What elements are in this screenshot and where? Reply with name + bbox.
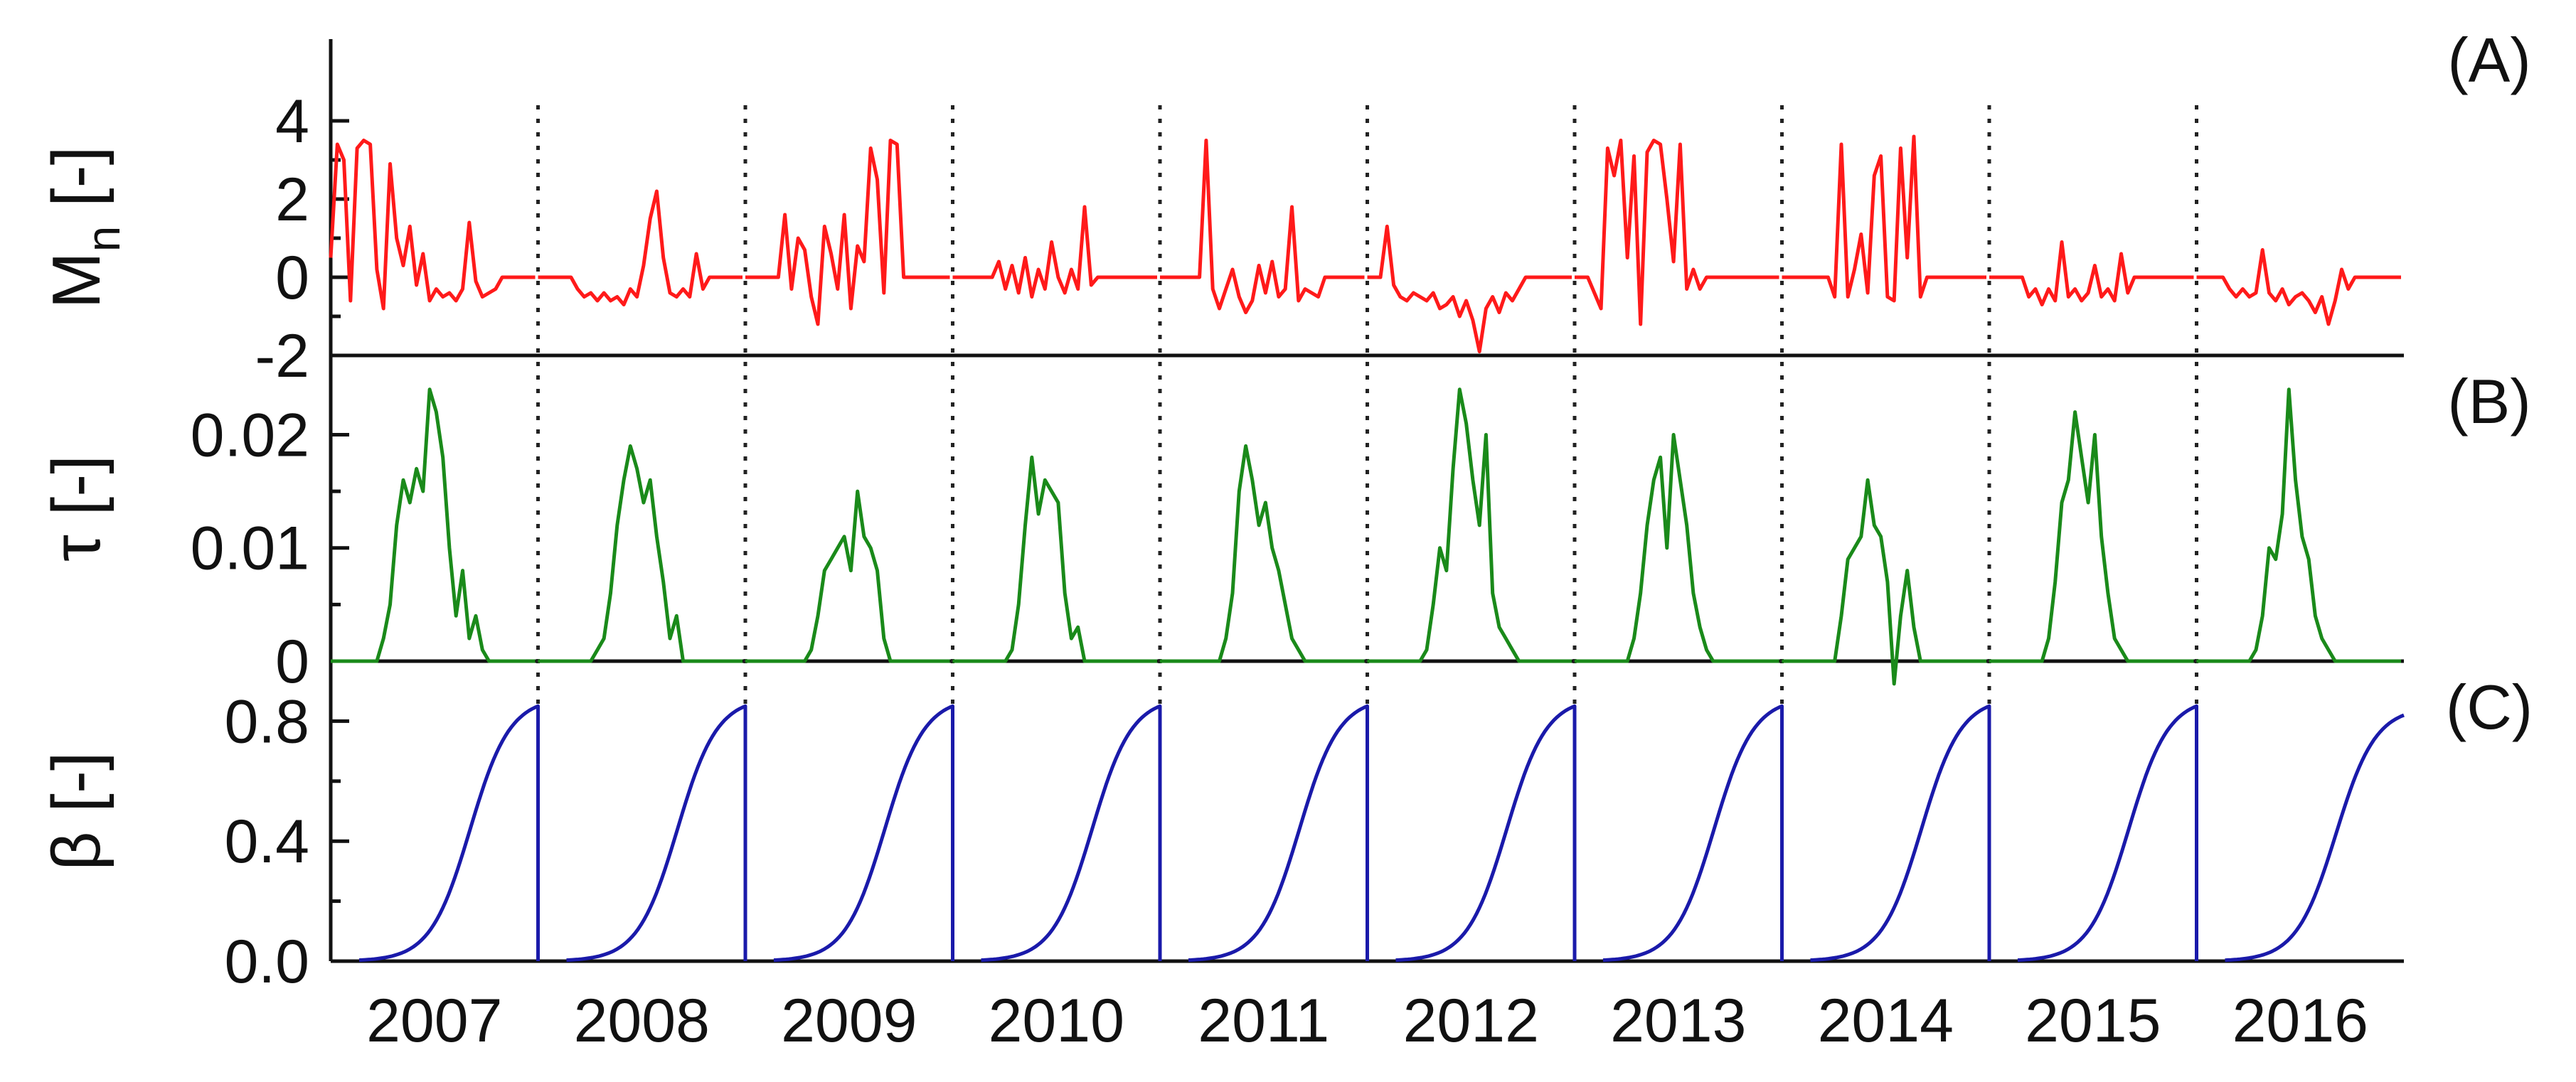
panel-C-ytick-label: 0.4 (224, 808, 309, 876)
panel-A-ytick-label: 4 (275, 87, 309, 156)
panel-B-series-2012 (1367, 387, 1572, 663)
x-tick-label-2014: 2014 (1818, 987, 1954, 1055)
panel-A-series-2009 (745, 139, 950, 326)
x-tick-label-2016: 2016 (2232, 987, 2368, 1055)
panel-B-ylabel: τ [-] (38, 455, 115, 562)
x-tick-label-2008: 2008 (574, 987, 710, 1055)
panel-C-series-2012 (1395, 704, 1577, 963)
panel-B-series-2014 (1782, 478, 1986, 686)
panel-C-series-2014 (1810, 704, 1991, 963)
panel-C-ylabel: β [-] (38, 751, 115, 870)
panel-C-series-2010 (981, 704, 1162, 963)
panel-B-tag: (B) (2447, 366, 2530, 436)
x-tick-label-2007: 2007 (366, 987, 502, 1055)
panel-B-series-2009 (745, 489, 950, 663)
panel-C-series-2007 (358, 704, 540, 963)
x-tick-label-2011: 2011 (1198, 987, 1329, 1055)
panel-A-series-2015 (1989, 240, 2194, 306)
panel-A-series-2016 (2196, 248, 2401, 326)
panel-B-series-2011 (1160, 444, 1365, 663)
x-tick-label-2009: 2009 (781, 987, 917, 1055)
panel-A-series-2012 (1367, 225, 1572, 353)
x-tick-label-2010: 2010 (989, 987, 1124, 1055)
panel-A-series-2007 (329, 139, 536, 311)
panel-B-series-2007 (331, 387, 536, 663)
panel-C-series-2009 (773, 704, 954, 963)
panel-B-ytick-label: 0.01 (191, 515, 309, 583)
panel-B-series-2013 (1575, 433, 1779, 663)
panel-B-series-2008 (538, 444, 743, 663)
panel-A-ytick-label: -2 (255, 322, 309, 390)
labels-layer: -2 0 2 4 (A) Mn [-] 0 0.01 0.02 (B) τ [-] 0.0 0.4 0.8… (38, 25, 2533, 1055)
panel-C-series-2015 (2017, 704, 2198, 963)
panel-C-ytick-label: 0.8 (224, 687, 309, 756)
panel-A-series-2014 (1782, 134, 1986, 303)
panel-C-series-2011 (1188, 704, 1369, 963)
panel-C-series-2008 (566, 704, 747, 963)
panel-C-ytick-label: 0.0 (224, 928, 309, 996)
x-tick-label-2015: 2015 (2025, 987, 2161, 1055)
panel-A-tag: (A) (2447, 25, 2530, 95)
panel-B-series-2010 (952, 455, 1157, 663)
panel-B-ytick-label: 0.02 (191, 401, 309, 469)
panel-A-series-2008 (538, 189, 743, 306)
panel-A-series-2011 (1160, 139, 1365, 314)
panel-C-series-2013 (1602, 704, 1784, 963)
panel-A-series-2013 (1575, 139, 1779, 326)
x-tick-label-2012: 2012 (1403, 987, 1539, 1055)
x-tick-label-2013: 2013 (1610, 987, 1746, 1055)
panel-A-ytick-label: 0 (275, 244, 309, 312)
panel-A-series-2010 (952, 205, 1157, 299)
panel-B-series-2016 (2196, 387, 2401, 663)
panel-C-tag: (C) (2446, 672, 2533, 742)
panel-C-series-2016 (2225, 713, 2405, 963)
panel-B-ytick-label: 0 (275, 628, 309, 696)
panel-A-ylabel: Mn [-] (38, 146, 129, 309)
panel-A-ytick-label: 2 (275, 166, 309, 234)
series-layer (329, 134, 2405, 963)
panel-B-series-2015 (1989, 410, 2194, 663)
